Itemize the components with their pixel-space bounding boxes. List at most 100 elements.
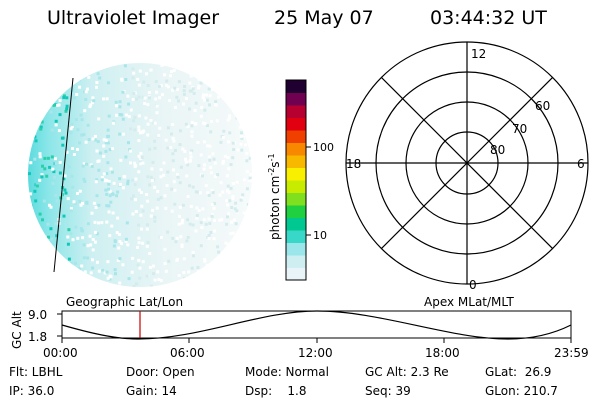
uv-pixel (249, 97, 252, 101)
uv-pixel (90, 211, 94, 215)
uv-pixel (106, 134, 110, 138)
uv-pixel (184, 157, 187, 161)
uv-pixel (35, 91, 39, 95)
uv-pixel (110, 170, 114, 174)
status-seq: Seq: 39 (365, 384, 411, 398)
uv-pixel (233, 218, 236, 222)
uv-pixel (116, 286, 120, 287)
uv-pixel (130, 270, 134, 274)
uv-pixel (227, 212, 230, 216)
uv-pixel (33, 110, 37, 114)
uv-pixel (207, 267, 210, 271)
uv-pixel (215, 119, 219, 123)
uv-pixel (127, 102, 131, 106)
uv-pixel (203, 122, 207, 126)
uv-pixel (137, 241, 141, 245)
uv-pixel (105, 172, 109, 176)
uv-pixel (55, 257, 59, 261)
uv-pixel (132, 194, 135, 198)
uv-pixel (250, 272, 252, 276)
mlt-label-18: 18 (346, 157, 361, 171)
uv-pixel (35, 96, 39, 100)
uv-pixel (137, 128, 141, 132)
uv-pixel (120, 77, 124, 81)
uv-pixel (212, 206, 216, 210)
uv-pixel (38, 115, 42, 119)
uv-pixel (153, 139, 157, 143)
uv-pixel (228, 131, 232, 135)
uv-pixel (151, 160, 155, 164)
uv-pixel (229, 232, 233, 236)
uv-pixel (65, 75, 69, 79)
uv-pixel (76, 236, 80, 240)
uv-pixel (171, 88, 175, 92)
altitude-timeline (57, 310, 572, 343)
uv-pixel (156, 189, 160, 193)
uv-pixel (204, 222, 208, 226)
uv-pixel (166, 170, 170, 174)
uv-pixel (190, 149, 194, 153)
uv-pixel (201, 96, 205, 100)
uv-pixel (186, 163, 190, 167)
uv-pixel (105, 220, 109, 224)
uv-pixel (202, 140, 206, 144)
uv-pixel (231, 197, 235, 201)
uv-pixel (171, 123, 175, 126)
uv-pixel (202, 93, 206, 97)
app-title: Ultraviolet Imager (47, 7, 220, 29)
uv-pixel (91, 238, 95, 241)
uv-pixel (144, 116, 148, 120)
uv-pixel (124, 155, 128, 159)
uv-pixel (185, 239, 189, 243)
uv-pixel (102, 172, 106, 176)
uv-pixel (112, 244, 116, 248)
x-tick-label: 18:00 (425, 346, 460, 360)
uv-pixel (169, 146, 173, 149)
uv-pixel (216, 95, 220, 99)
status-glat: GLat: 26.9 (485, 365, 552, 379)
uv-pixel (149, 175, 153, 179)
uv-pixel (108, 189, 112, 193)
uv-pixel (74, 118, 78, 122)
uv-pixel (140, 155, 144, 159)
uv-pixel (235, 209, 239, 213)
uv-pixel (89, 243, 93, 247)
uv-pixel (221, 136, 225, 139)
uv-pixel (91, 137, 95, 141)
uv-pixel (171, 159, 175, 163)
uv-pixel (242, 178, 246, 182)
uv-pixel (62, 85, 66, 89)
uv-pixel (166, 230, 170, 234)
uv-pixel (209, 231, 213, 234)
uv-pixel (31, 230, 35, 234)
uv-pixel (118, 183, 122, 186)
uv-pixel (219, 181, 223, 185)
status-ip: IP: 36.0 (9, 384, 55, 398)
uv-pixel (251, 66, 252, 70)
uv-pixel (111, 211, 115, 215)
uv-pixel (239, 134, 243, 138)
timeline-y-top-label: 9.0 (28, 308, 48, 322)
uv-pixel (139, 162, 143, 166)
uv-pixel (105, 178, 109, 182)
uv-pixel (79, 113, 83, 117)
uv-pixel (145, 223, 149, 227)
uv-pixel (105, 270, 109, 274)
uv-pixel (160, 285, 164, 287)
uv-pixel (181, 147, 185, 151)
uv-pixel (54, 193, 58, 197)
uv-pixel (82, 177, 86, 181)
uv-pixel (177, 80, 181, 84)
uv-pixel (216, 245, 220, 249)
uv-pixel (86, 222, 90, 226)
uv-pixel (180, 245, 184, 249)
uv-pixel (159, 175, 163, 179)
uv-pixel (210, 266, 214, 269)
uv-pixel (242, 135, 245, 139)
uv-pixel (170, 187, 174, 191)
uv-pixel (145, 227, 149, 231)
uv-pixel (38, 152, 42, 156)
uv-pixel (70, 174, 74, 178)
uv-pixel (78, 199, 82, 203)
uv-pixel (66, 235, 70, 239)
